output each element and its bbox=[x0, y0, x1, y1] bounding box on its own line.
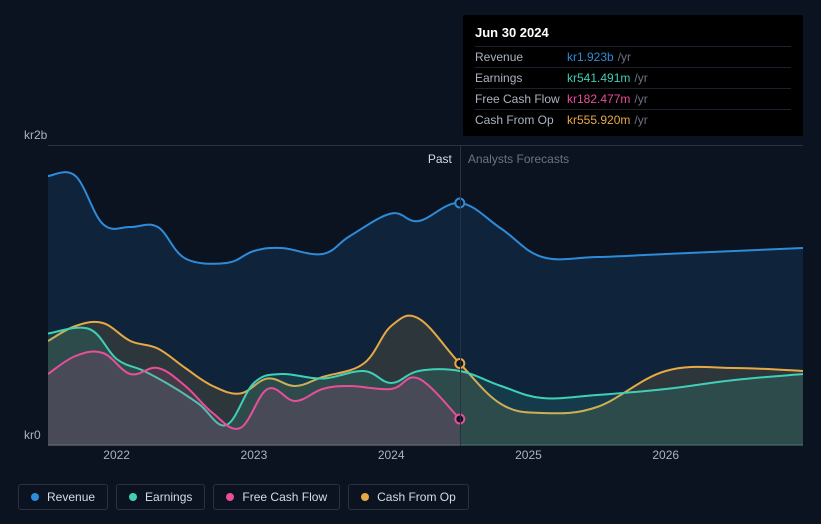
legend-dot-icon bbox=[361, 493, 369, 501]
tooltip-suffix: /yr bbox=[634, 71, 647, 85]
chart-host: Past Analysts Forecasts bbox=[18, 145, 808, 445]
tooltip-label: Cash From Op bbox=[475, 113, 567, 127]
tooltip-value: kr541.491m bbox=[567, 71, 630, 85]
legend-dot-icon bbox=[129, 493, 137, 501]
x-axis-labels: 2022 2023 2024 2025 2026 bbox=[48, 448, 803, 468]
legend-item-cashop[interactable]: Cash From Op bbox=[348, 484, 469, 510]
tooltip-label: Earnings bbox=[475, 71, 567, 85]
plot-area[interactable]: Past Analysts Forecasts bbox=[48, 145, 803, 445]
tooltip-row: Revenuekr1.923b/yr bbox=[475, 46, 791, 67]
chart-svg bbox=[48, 146, 803, 446]
hover-tooltip: Jun 30 2024 Revenuekr1.923b/yrEarningskr… bbox=[463, 15, 803, 136]
legend-dot-icon bbox=[226, 493, 234, 501]
x-axis-tick: 2025 bbox=[515, 448, 542, 462]
legend: Revenue Earnings Free Cash Flow Cash From O… bbox=[18, 484, 469, 510]
tooltip-suffix: /yr bbox=[618, 50, 631, 64]
x-axis-tick: 2022 bbox=[103, 448, 130, 462]
past-forecast-divider bbox=[460, 146, 461, 446]
legend-label: Cash From Op bbox=[377, 490, 456, 504]
y-axis-label-top: kr2b bbox=[24, 128, 47, 142]
tooltip-value: kr1.923b bbox=[567, 50, 614, 64]
legend-label: Free Cash Flow bbox=[242, 490, 327, 504]
tooltip-title: Jun 30 2024 bbox=[475, 25, 791, 46]
x-axis-tick: 2023 bbox=[241, 448, 268, 462]
legend-item-revenue[interactable]: Revenue bbox=[18, 484, 108, 510]
tooltip-value: kr555.920m bbox=[567, 113, 630, 127]
tooltip-value: kr182.477m bbox=[567, 92, 630, 106]
legend-dot-icon bbox=[31, 493, 39, 501]
tooltip-row: Cash From Opkr555.920m/yr bbox=[475, 109, 791, 130]
legend-label: Earnings bbox=[145, 490, 192, 504]
region-label-past: Past bbox=[428, 152, 452, 166]
legend-item-fcf[interactable]: Free Cash Flow bbox=[213, 484, 340, 510]
x-axis-tick: 2026 bbox=[652, 448, 679, 462]
tooltip-suffix: /yr bbox=[634, 113, 647, 127]
tooltip-suffix: /yr bbox=[634, 92, 647, 106]
region-label-forecast: Analysts Forecasts bbox=[468, 152, 569, 166]
legend-item-earnings[interactable]: Earnings bbox=[116, 484, 205, 510]
legend-label: Revenue bbox=[47, 490, 95, 504]
tooltip-label: Revenue bbox=[475, 50, 567, 64]
tooltip-label: Free Cash Flow bbox=[475, 92, 567, 106]
tooltip-row: Earningskr541.491m/yr bbox=[475, 67, 791, 88]
chart-container: Jun 30 2024 Revenuekr1.923b/yrEarningskr… bbox=[0, 0, 821, 524]
tooltip-row: Free Cash Flowkr182.477m/yr bbox=[475, 88, 791, 109]
x-axis-tick: 2024 bbox=[378, 448, 405, 462]
